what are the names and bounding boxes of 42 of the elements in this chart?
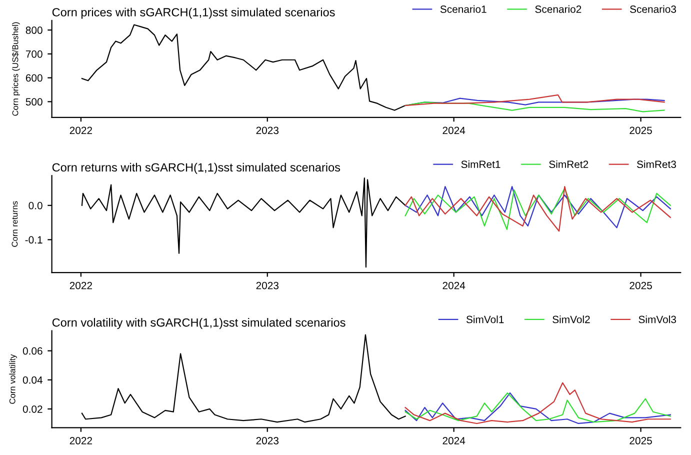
y-tick-label: -0.1 [25, 236, 42, 244]
y-tick-label: 0.06 [22, 347, 42, 355]
y-tick-label: 700 [26, 50, 42, 58]
legend-label: SimRet3 [637, 160, 676, 168]
x-tick-label: 2025 [630, 126, 652, 134]
legend-label: Scenario3 [630, 5, 676, 13]
legend-label: SimVol3 [638, 316, 676, 324]
line-series [404, 102, 665, 112]
chart-title: Corn returns with sGARCH(1,1)sst simulated scenarios [52, 162, 340, 174]
legend-label: SimRet2 [549, 160, 588, 168]
x-tick-label: 2025 [630, 437, 652, 444]
line-series [404, 94, 665, 106]
y-tick-label: 0.0 [28, 202, 42, 210]
y-axis-title: Corn returns [12, 201, 18, 247]
y-tick-label: 0.04 [22, 376, 42, 384]
line-series [404, 382, 671, 424]
y-tick-label: 500 [26, 98, 42, 106]
y-tick-label: 600 [26, 74, 42, 82]
x-tick-label: 2022 [70, 282, 92, 290]
y-tick-label: 800 [26, 26, 42, 34]
legend-label: Scenario2 [535, 5, 582, 13]
legend-label: SimVol2 [552, 316, 590, 324]
y-axis-title: Corn volatility [9, 354, 17, 404]
x-tick-label: 2024 [442, 282, 466, 290]
chart-title: Corn prices with sGARCH(1,1)sst simulated scenarios [52, 8, 335, 19]
legend-label: SimVol1 [466, 316, 504, 324]
y-tick-label: 0.02 [22, 405, 42, 413]
chart-title: Corn volatility with sGARCH(1,1)sst simulated scenarios [52, 318, 346, 330]
x-tick-label: 2024 [442, 126, 466, 134]
x-tick-label: 2022 [70, 437, 92, 444]
x-tick-label: 2023 [256, 126, 279, 134]
x-tick-label: 2023 [256, 282, 279, 290]
line-series [81, 24, 406, 111]
x-tick-label: 2022 [70, 126, 92, 134]
legend-label: SimRet1 [461, 160, 500, 168]
x-tick-label: 2023 [256, 437, 279, 444]
y-axis-title: Corn prices (US$/Bushel) [12, 22, 20, 116]
legend-label: Scenario1 [440, 5, 486, 13]
x-tick-label: 2024 [442, 437, 466, 444]
line-series [81, 334, 406, 423]
x-tick-label: 2025 [630, 282, 652, 290]
line-series [81, 177, 406, 268]
